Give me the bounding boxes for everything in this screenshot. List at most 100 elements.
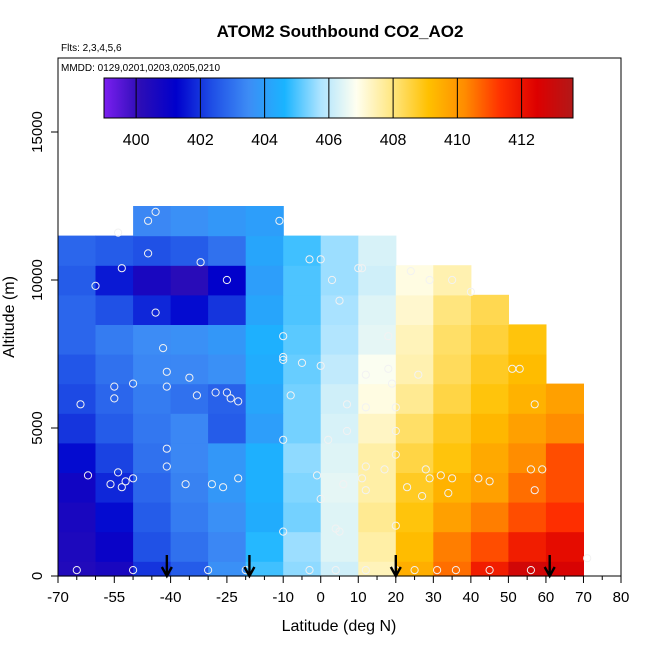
- heat-cell: [283, 265, 322, 296]
- heat-cell: [170, 442, 209, 473]
- observation-point: [312, 471, 322, 480]
- heat-cell: [320, 383, 359, 414]
- heat-cell: [170, 502, 209, 533]
- heat-cell: [545, 531, 584, 562]
- heat-cell: [170, 383, 209, 414]
- heat-cell: [320, 442, 359, 473]
- heat-cell: [395, 442, 434, 473]
- heat-cell: [395, 324, 434, 355]
- heat-cell: [95, 442, 134, 473]
- observation-point: [196, 258, 205, 267]
- observation-point: [234, 397, 243, 406]
- heat-cell: [470, 472, 509, 503]
- observation-point: [331, 566, 340, 575]
- observation-point: [421, 465, 430, 474]
- observation-point: [357, 474, 367, 483]
- heat-cell: [58, 354, 97, 385]
- colorbar-tick-label: 402: [187, 132, 214, 149]
- observation-point: [436, 471, 445, 480]
- observation-point: [144, 216, 153, 225]
- colorbar-tick-label: 404: [251, 132, 278, 149]
- observation-point: [222, 275, 231, 285]
- observation-point: [207, 480, 216, 489]
- y-tick-label: 5000: [29, 411, 46, 444]
- observation-point: [185, 373, 194, 382]
- heat-cell: [208, 265, 247, 296]
- heat-cell: [358, 413, 397, 444]
- observation-point: [117, 483, 126, 492]
- heat-cell: [58, 561, 97, 577]
- heat-cell: [508, 472, 547, 503]
- heat-cell: [470, 354, 509, 385]
- heat-cell: [320, 561, 359, 577]
- heat-cell: [508, 324, 547, 355]
- heat-cell: [320, 324, 359, 355]
- heat-cell: [358, 354, 397, 385]
- heat-cell: [470, 502, 509, 533]
- x-tick-label: 80: [613, 589, 630, 606]
- observation-point: [444, 489, 453, 498]
- observation-point: [129, 474, 138, 483]
- observation-point: [414, 370, 423, 379]
- heat-cell: [245, 265, 284, 296]
- heat-cell: [283, 472, 322, 503]
- observation-point: [162, 462, 171, 471]
- heat-cell: [545, 413, 584, 444]
- heat-cell: [95, 354, 134, 385]
- observation-point: [466, 287, 475, 296]
- colorbar-tick-label: 408: [380, 132, 407, 149]
- observation-point: [418, 492, 427, 501]
- heat-cell: [245, 206, 284, 237]
- heat-cell: [395, 472, 434, 503]
- observation-point: [387, 379, 397, 388]
- colorbar-tick-label: 406: [316, 132, 343, 149]
- observation-point: [222, 388, 231, 397]
- x-tick-label: -10: [272, 589, 294, 606]
- heat-cell: [95, 294, 134, 325]
- observation-point: [275, 216, 284, 225]
- observation-point: [279, 435, 288, 444]
- x-axis: -70 -55 -40 -25 -10 0 10 20 30 40 50 60 70 80: [47, 576, 629, 606]
- heat-cell: [545, 502, 584, 533]
- heat-cell: [95, 531, 134, 562]
- heat-cell: [208, 502, 247, 533]
- heat-cell: [358, 531, 397, 562]
- heat-cell: [470, 324, 509, 355]
- heat-cell: [358, 265, 397, 296]
- dates-note: MMDD: 0129,0201,0203,0205,0210: [61, 63, 220, 74]
- heat-cell: [395, 531, 434, 562]
- heat-cell: [208, 561, 247, 577]
- heat-cell: [283, 235, 322, 266]
- observation-point: [305, 255, 314, 264]
- heat-cell: [95, 324, 134, 355]
- heat-cell: [395, 383, 434, 414]
- heat-cell: [58, 531, 97, 562]
- y-axis-label: Altitude (m): [1, 276, 18, 358]
- observation-point: [354, 264, 363, 273]
- observation-point: [226, 394, 235, 403]
- heat-cell: [320, 413, 359, 444]
- heat-cell: [508, 413, 547, 444]
- heat-cell: [170, 413, 209, 444]
- heat-cell: [95, 561, 134, 577]
- observation-point: [305, 566, 314, 575]
- observation-point: [406, 267, 415, 276]
- heat-cell: [245, 413, 284, 444]
- observation-point: [110, 382, 119, 391]
- heat-cell: [470, 383, 509, 414]
- heat-cell: [395, 502, 434, 533]
- colorbar-gradient: [103, 77, 574, 119]
- observation-point: [129, 379, 138, 388]
- heat-cell: [133, 413, 172, 444]
- heat-cell: [358, 502, 397, 533]
- heat-cell: [433, 442, 472, 473]
- heat-cell: [283, 531, 322, 562]
- observation-point: [530, 486, 539, 495]
- heat-cell: [433, 472, 472, 503]
- x-tick-label: 70: [575, 589, 592, 606]
- observation-point: [219, 483, 228, 492]
- observation-point: [279, 352, 288, 362]
- heat-cell: [133, 354, 172, 385]
- heat-cell: [95, 383, 134, 414]
- heat-cell: [358, 442, 397, 473]
